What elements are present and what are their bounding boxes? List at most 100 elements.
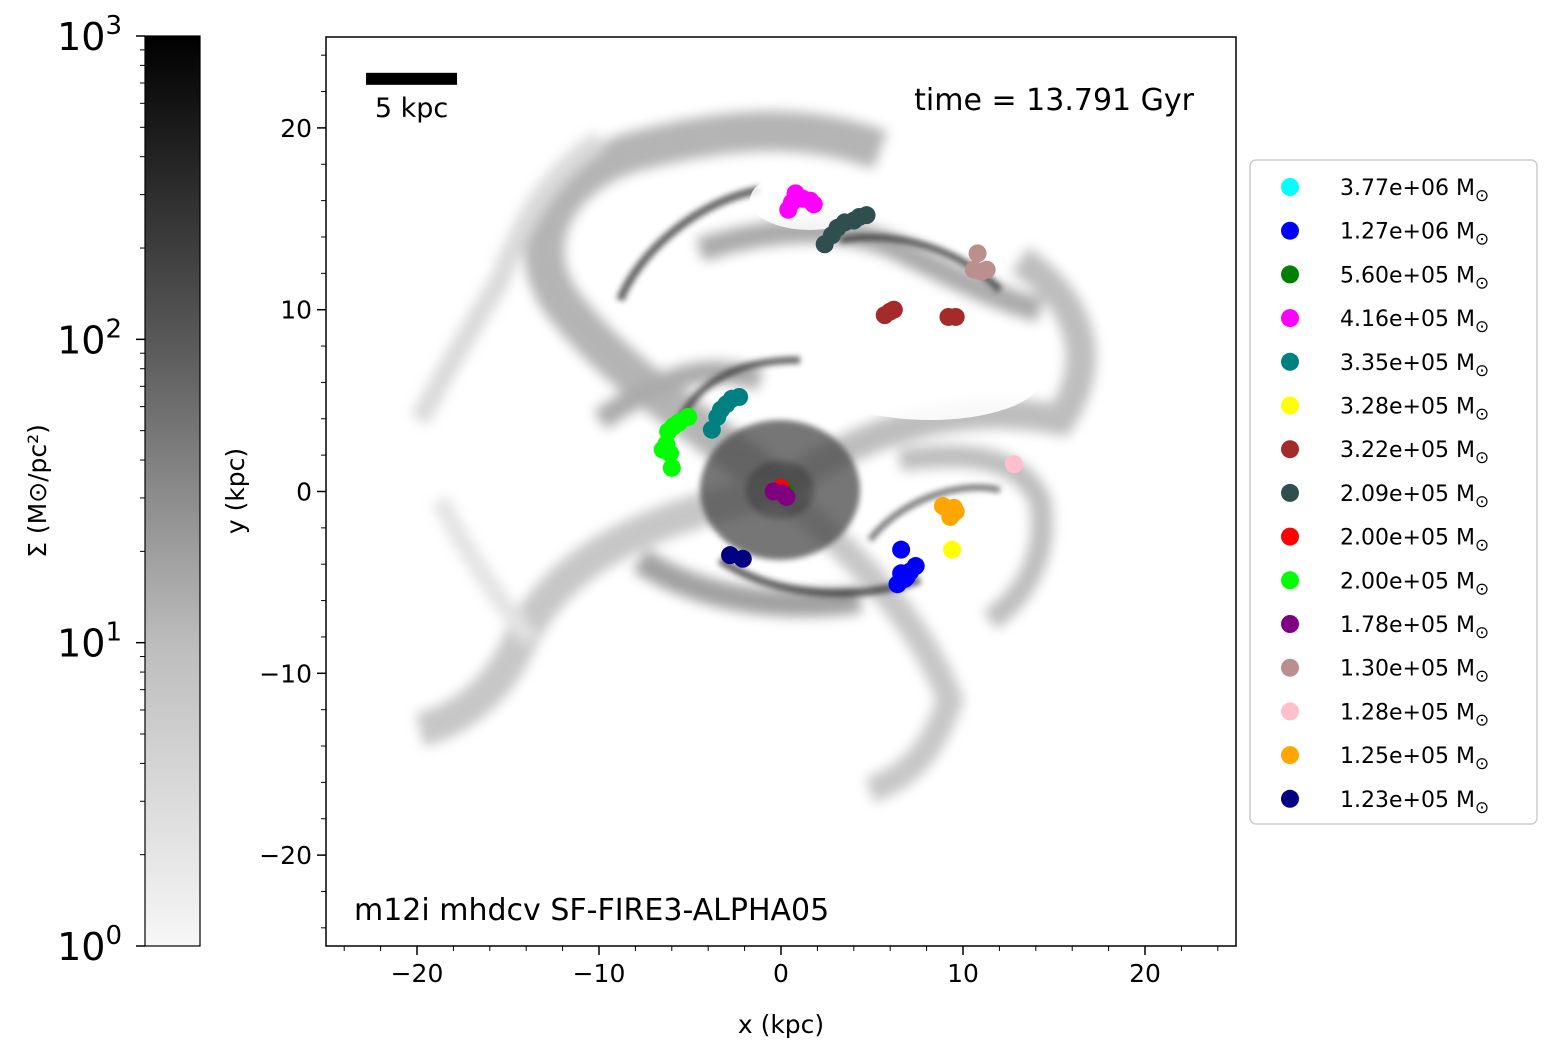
data-point-series-3	[804, 195, 823, 214]
data-point-series-10	[777, 487, 796, 506]
solar-symbol: ⊙	[1475, 798, 1489, 818]
x-axis-ticks: −20 −10 0 10 20	[343, 946, 1219, 988]
colorbar-tick-exponent: 1	[105, 618, 122, 648]
legend-marker	[1281, 483, 1299, 502]
legend-label: 3.35e+05 M⊙	[1340, 351, 1489, 381]
x-axis-label: x (kpc)	[738, 1010, 824, 1039]
colorbar-tick-base: 10	[57, 622, 105, 666]
time-annotation: time = 13.791 Gyr	[914, 83, 1194, 118]
solar-symbol: ⊙	[1475, 492, 1489, 512]
legend-label: 3.22e+05 M⊙	[1340, 438, 1489, 468]
data-point-series-6	[946, 307, 965, 326]
solar-symbol: ⊙	[1475, 186, 1489, 206]
legend-series-name: 3.77e+06 M	[1340, 176, 1475, 201]
legend-marker	[1281, 789, 1299, 808]
legend-marker	[1281, 615, 1299, 633]
legend-label: 2.00e+05 M⊙	[1340, 526, 1489, 556]
colorbar-tick-exponent: 0	[105, 921, 122, 951]
data-point-series-1	[892, 540, 911, 559]
data-point-series-12	[1004, 455, 1023, 474]
legend: 3.77e+06 M⊙1.27e+06 M⊙5.60e+05 M⊙4.16e+0…	[1249, 159, 1538, 825]
data-point-series-7	[857, 206, 876, 225]
solar-symbol: ⊙	[1475, 317, 1489, 337]
density-map	[411, 111, 1096, 803]
legend-series-name: 2.00e+05 M	[1340, 569, 1475, 594]
colorbar-tick-label: 103	[57, 11, 122, 59]
data-point-series-9	[679, 407, 698, 426]
colorbar-tick-label: 102	[57, 314, 122, 362]
legend-series-name: 1.28e+05 M	[1340, 700, 1475, 725]
data-point-series-14	[733, 549, 752, 568]
y-tick-label: 0	[296, 478, 312, 507]
data-point-series-13	[946, 502, 965, 521]
solar-symbol: ⊙	[1475, 754, 1489, 774]
colorbar-tick-base: 10	[57, 318, 105, 362]
legend-label: 1.23e+05 M⊙	[1340, 788, 1489, 818]
solar-symbol: ⊙	[1475, 710, 1489, 730]
solar-symbol: ⊙	[1475, 623, 1489, 643]
x-tick-label: 20	[1129, 959, 1161, 988]
x-tick-label: 0	[773, 959, 789, 988]
y-tick-label: −10	[259, 659, 312, 688]
legend-series-name: 2.09e+05 M	[1340, 482, 1475, 507]
legend-marker	[1281, 221, 1299, 240]
plot-axes: −20 −10 0 10 20 −20 −10 0 10 20 x (kpc) y (kpc)	[221, 36, 1237, 1039]
legend-label: 2.09e+05 M⊙	[1340, 482, 1489, 512]
y-axis-label: y (kpc)	[221, 448, 250, 534]
legend-series-name: 3.35e+05 M	[1340, 351, 1475, 376]
solar-symbol: ⊙	[1475, 230, 1489, 250]
legend-series-name: 3.22e+05 M	[1340, 438, 1475, 463]
solar-symbol: ⊙	[1475, 448, 1489, 468]
legend-series-name: 1.78e+05 M	[1340, 613, 1475, 638]
legend-series-name: 1.23e+05 M	[1340, 788, 1475, 813]
legend-marker	[1281, 396, 1299, 415]
legend-marker	[1281, 352, 1299, 371]
y-tick-label: 10	[280, 296, 312, 325]
legend-series-name: 1.25e+05 M	[1340, 744, 1475, 769]
y-tick-label: −20	[259, 841, 312, 870]
scale-bar-label: 5 kpc	[375, 93, 448, 124]
colorbar-label: Σ (M⊙/pc²)	[23, 424, 52, 558]
x-tick-label: 10	[947, 959, 979, 988]
solar-symbol: ⊙	[1475, 361, 1489, 381]
legend-marker	[1281, 309, 1299, 328]
legend-series-name: 5.60e+05 M	[1340, 263, 1475, 288]
data-point-series-9	[662, 458, 681, 477]
colorbar-tick-label: 101	[57, 618, 122, 666]
scale-bar-line	[366, 72, 458, 85]
legend-marker	[1281, 658, 1299, 677]
legend-label: 1.27e+06 M⊙	[1340, 220, 1489, 250]
y-tick-label: 20	[280, 114, 312, 143]
colorbar-tick-exponent: 2	[105, 314, 122, 344]
solar-symbol: ⊙	[1475, 579, 1489, 599]
data-point-series-11	[968, 244, 987, 263]
solar-symbol: ⊙	[1475, 536, 1489, 556]
legend-label: 5.60e+05 M⊙	[1340, 263, 1489, 293]
legend-marker	[1281, 178, 1299, 196]
legend-label: 3.77e+06 M⊙	[1340, 176, 1489, 206]
legend-box	[1249, 159, 1538, 825]
legend-entries: 3.77e+06 M⊙1.27e+06 M⊙5.60e+05 M⊙4.16e+0…	[1281, 176, 1489, 818]
legend-label: 1.25e+05 M⊙	[1340, 744, 1489, 774]
legend-series-name: 3.28e+05 M	[1340, 395, 1475, 420]
legend-series-name: 1.30e+05 M	[1340, 657, 1475, 682]
legend-label: 2.00e+05 M⊙	[1340, 569, 1489, 599]
colorbar-tick-base: 10	[57, 15, 105, 59]
data-point-series-11	[977, 260, 996, 279]
x-tick-label: −20	[391, 959, 444, 988]
legend-label: 1.78e+05 M⊙	[1340, 613, 1489, 643]
scatter-points	[653, 184, 1023, 594]
x-tick-label: −10	[573, 959, 626, 988]
colorbar-gradient	[144, 35, 201, 947]
solar-symbol: ⊙	[1475, 667, 1489, 687]
legend-series-name: 2.00e+05 M	[1340, 526, 1475, 551]
colorbar-tick-label: 100	[57, 921, 122, 969]
legend-label: 3.28e+05 M⊙	[1340, 395, 1489, 425]
legend-label: 1.30e+05 M⊙	[1340, 657, 1489, 687]
legend-marker	[1281, 702, 1299, 721]
solar-symbol: ⊙	[1475, 405, 1489, 425]
data-point-series-5	[943, 540, 962, 559]
